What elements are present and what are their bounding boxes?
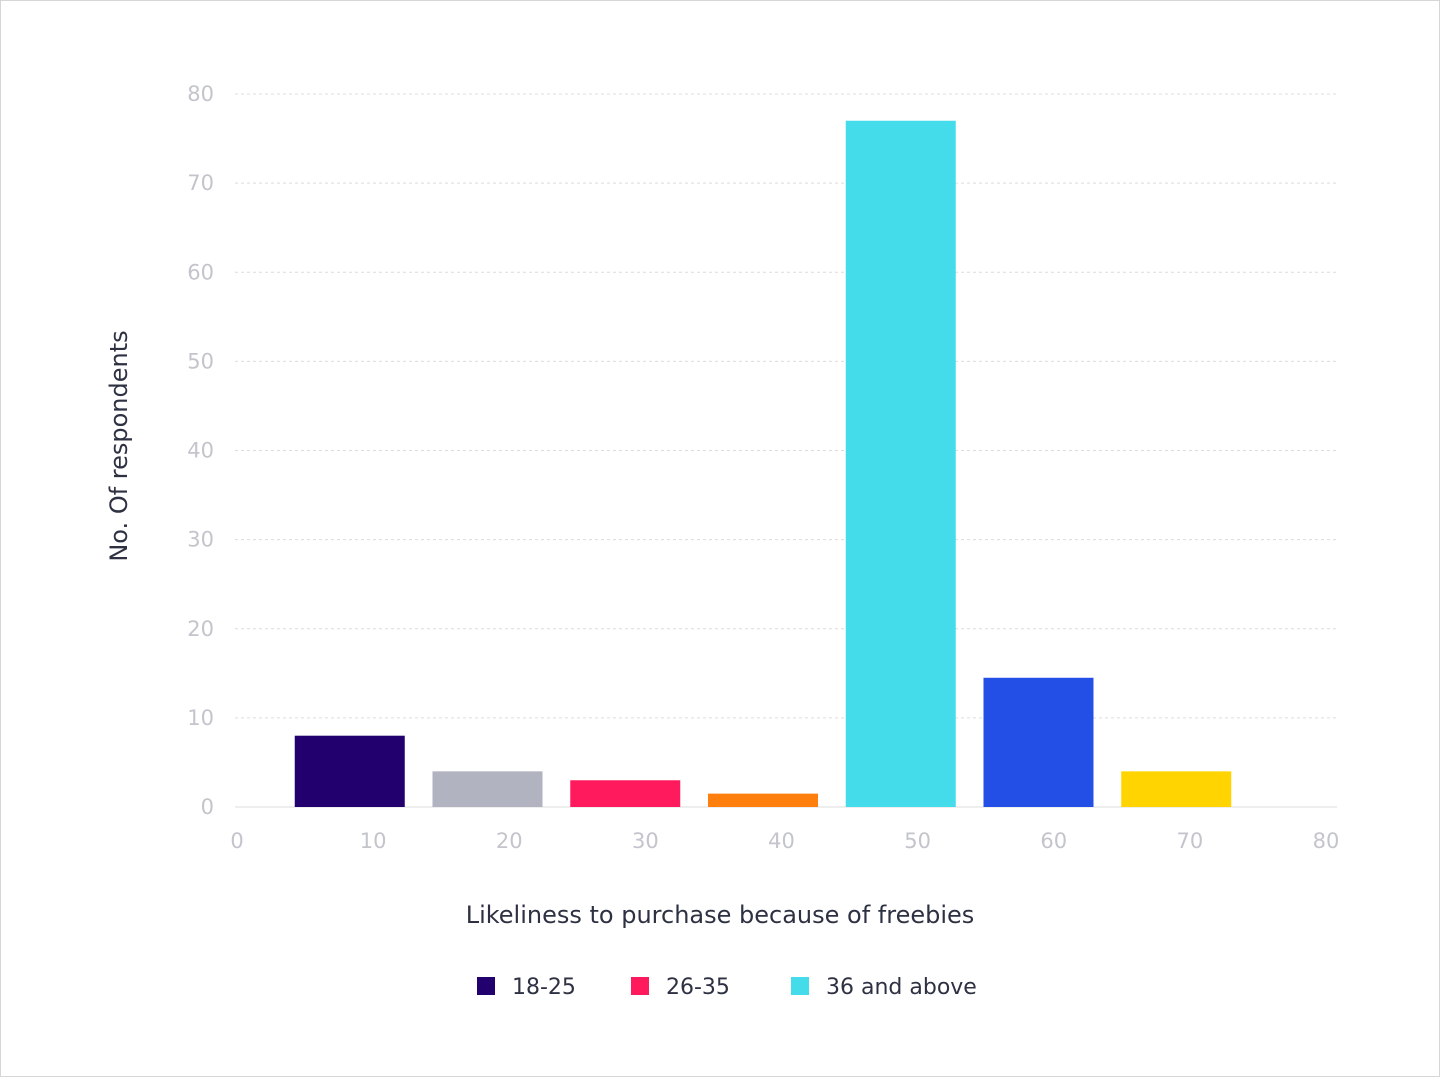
y-tick-label: 20 (187, 617, 214, 641)
legend-label: 18-25 (512, 975, 576, 1000)
legend: 18-25 26-35 36 and above (477, 975, 977, 1000)
legend-swatch (631, 977, 649, 995)
x-tick-label: 20 (496, 829, 523, 853)
y-tick-label: 30 (187, 528, 214, 552)
legend-label: 26-35 (666, 975, 730, 1000)
legend-swatch (791, 977, 809, 995)
legend-swatch (477, 977, 495, 995)
bar (1121, 771, 1232, 807)
x-tick-label: 10 (360, 829, 387, 853)
y-tick-label: 50 (187, 349, 214, 373)
y-tick-label: 70 (187, 171, 214, 195)
x-axis-label: Likeliness to purchase because of freebi… (466, 901, 975, 929)
x-tick-label: 50 (904, 829, 931, 853)
gridlines (235, 93, 1337, 808)
bar (707, 793, 818, 807)
x-axis-ticks: 0 10 20 30 40 50 60 70 80 (230, 829, 1339, 853)
bar (983, 677, 1094, 807)
bars (294, 120, 1232, 808)
x-tick-label: 0 (230, 829, 243, 853)
x-tick-label: 70 (1177, 829, 1204, 853)
x-tick-label: 80 (1313, 829, 1340, 853)
x-tick-label: 60 (1040, 829, 1067, 853)
bar (294, 735, 405, 807)
y-axis-label: No. Of respondents (105, 330, 133, 561)
y-axis-ticks: 0 10 20 30 40 50 60 70 80 (187, 82, 214, 819)
x-tick-label: 40 (768, 829, 795, 853)
y-tick-label: 80 (187, 82, 214, 106)
y-tick-label: 40 (187, 439, 214, 463)
y-tick-label: 60 (187, 260, 214, 284)
legend-label: 36 and above (826, 975, 977, 1000)
bar (570, 780, 681, 807)
bar (432, 771, 543, 807)
x-tick-label: 30 (632, 829, 659, 853)
y-tick-label: 10 (187, 706, 214, 730)
y-tick-label: 0 (201, 795, 214, 819)
bar (845, 120, 956, 808)
